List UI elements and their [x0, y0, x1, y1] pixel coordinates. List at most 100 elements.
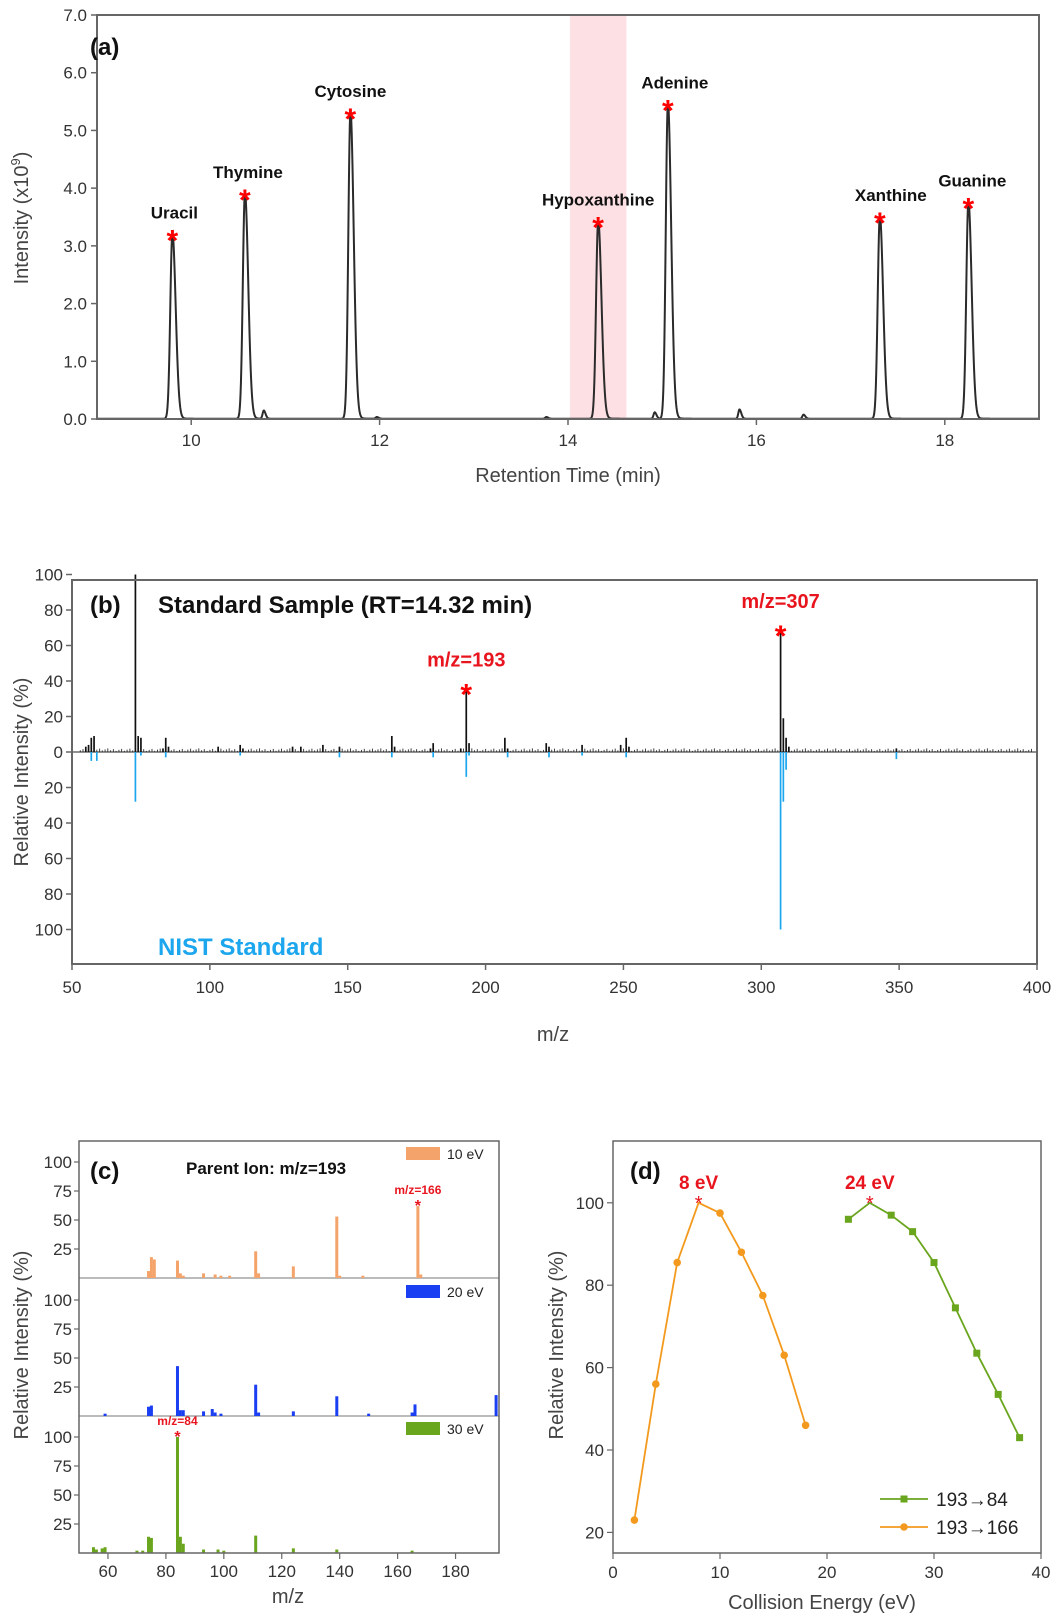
fragment-bar	[222, 1550, 226, 1553]
data-point-circle	[780, 1351, 788, 1360]
fragment-bar	[338, 1275, 342, 1278]
peak-label-guanine: Guanine	[938, 172, 1006, 191]
fragment-bar	[181, 1410, 185, 1416]
fragment-bar	[213, 1412, 217, 1416]
legend-marker-square	[900, 1495, 908, 1503]
fragment-bar	[202, 1411, 206, 1416]
peak-marker-star: *	[963, 193, 975, 226]
fragment-bar	[254, 1535, 258, 1553]
y-tick-label: 4.0	[63, 179, 87, 198]
fragment-bar	[152, 1259, 156, 1278]
peak-marker-star: *	[345, 103, 357, 136]
peak-annotation: m/z=193	[427, 649, 505, 671]
legend-d: 193→84 193→166	[880, 1490, 1018, 1539]
fragment-bar	[219, 1413, 223, 1416]
fragment-bar	[410, 1412, 414, 1416]
fragment-bar	[419, 1274, 423, 1278]
legend-label: 20 eV	[447, 1284, 484, 1300]
x-tick-label: 400	[1023, 978, 1051, 997]
x-tick-label: 180	[441, 1562, 469, 1581]
y-tick-label: 75	[53, 1457, 72, 1476]
peak-star-marker: *	[866, 1193, 874, 1215]
fragment-bar	[213, 1274, 217, 1278]
peak-label-thymine: Thymine	[213, 163, 283, 182]
y-tick-label: 60	[585, 1359, 604, 1378]
y-tick-label: 75	[53, 1320, 72, 1339]
fragment-bar	[149, 1537, 153, 1553]
peak-label-uracil: Uracil	[151, 203, 198, 222]
x-tick-label: 100	[196, 978, 224, 997]
panel-b-mass-spectrum: *m/z=193*m/z=307 50 100 150 200 250 300 350 400…	[11, 566, 1051, 1047]
y-tick-label: 80	[44, 601, 63, 620]
fragment-bar	[181, 1275, 185, 1278]
x-tick-label: 100	[210, 1562, 238, 1581]
fragment-bar	[103, 1547, 107, 1553]
legend-label: 193→84	[936, 1490, 1008, 1511]
chromatogram-trace	[97, 102, 1039, 420]
y-tick-label: 25	[53, 1378, 72, 1397]
y-tick-label: 60	[44, 637, 63, 656]
y-tick-label: 2.0	[63, 295, 87, 314]
fragment-bar	[103, 1413, 107, 1416]
x-tick-label: 14	[559, 431, 578, 450]
panel-label-b: (b)	[90, 592, 121, 619]
x-tick-label: 250	[609, 978, 637, 997]
panel-label-d: (d)	[630, 1158, 661, 1185]
y-tick-label: 100	[44, 1153, 72, 1172]
data-point-square	[909, 1228, 917, 1236]
peak-marker-star: *	[239, 184, 251, 217]
data-point-square	[994, 1390, 1002, 1398]
fragment-bar	[416, 1206, 420, 1278]
x-tick-label: 40	[1032, 1563, 1051, 1582]
y-tick-label: 0.0	[63, 410, 87, 429]
fragment-bar	[335, 1396, 339, 1416]
peak-label-adenine: Adenine	[641, 73, 708, 92]
panel-label-a: (a)	[90, 34, 119, 61]
y-tick-label: 3.0	[63, 237, 87, 256]
data-point-square	[973, 1349, 981, 1357]
legend-swatch	[406, 1147, 440, 1160]
y-tick-label: 80	[44, 885, 63, 904]
fragment-bar	[178, 1536, 182, 1553]
data-point-circle	[737, 1248, 746, 1257]
highlight-region	[569, 15, 627, 419]
legend-label: 10 eV	[447, 1146, 484, 1162]
y-tick-label: 50	[53, 1486, 72, 1505]
x-axis-label-c: m/z	[272, 1586, 304, 1608]
x-tick-label: 60	[99, 1562, 118, 1581]
fragment-bar	[100, 1548, 104, 1553]
fragment-bar	[413, 1404, 417, 1416]
x-tick-label: 30	[925, 1563, 944, 1582]
fragment-bar	[141, 1550, 145, 1553]
y-tick-label: 100	[35, 566, 63, 585]
x-axis-label-a: Retention Time (min)	[475, 465, 661, 487]
data-point-square	[951, 1304, 959, 1312]
legend-label: 30 eV	[447, 1421, 484, 1437]
peak-marker-star: *	[415, 1198, 422, 1215]
spectrum-title: Standard Sample (RT=14.32 min)	[158, 592, 532, 619]
y-tick-label: 100	[44, 1291, 72, 1310]
y-tick-label: 50	[53, 1349, 72, 1368]
fragment-bar	[178, 1410, 182, 1416]
data-point-square	[1016, 1434, 1024, 1442]
y-tick-label: 80	[585, 1276, 604, 1295]
data-point-circle	[716, 1209, 724, 1217]
series-line	[633, 1201, 807, 1521]
y-tick-label: 100	[35, 921, 63, 940]
fragment-bar	[291, 1266, 295, 1278]
x-tick-label: 160	[383, 1562, 411, 1581]
x-tick-label: 12	[370, 431, 389, 450]
peak-marker-star: *	[167, 224, 179, 257]
peak-marker-star: *	[174, 1429, 181, 1446]
data-point-circle	[630, 1516, 639, 1524]
fragment-bar	[216, 1549, 220, 1553]
fragment-bar	[149, 1257, 153, 1278]
peak-marker-star: *	[460, 678, 472, 711]
y-tick-label: 40	[44, 814, 63, 833]
x-tick-label: 10	[711, 1563, 730, 1582]
legend-swatch	[406, 1285, 440, 1298]
fragment-bar	[361, 1275, 365, 1278]
